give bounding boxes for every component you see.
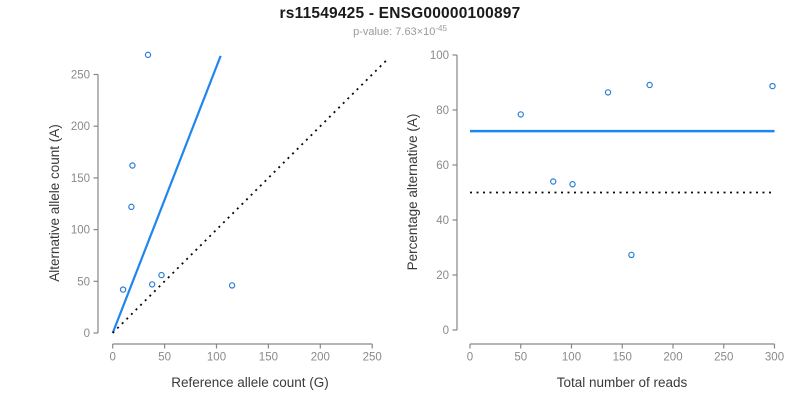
percentage-alternative-data-point <box>569 181 576 188</box>
allele-counts-data-point <box>144 51 152 59</box>
percentage-alternative-x-tick-label: 0 <box>467 352 473 364</box>
percentage-alternative-x-tick-label: 250 <box>714 352 733 364</box>
allele-counts-data-point <box>148 281 156 288</box>
allele-counts-data-point <box>119 286 127 293</box>
allele-counts-identity-line <box>112 57 390 334</box>
figure-subtitle: p-value: 7.63×10-45 <box>0 24 800 38</box>
pvalue-text: p-value: 7.63×10 <box>353 26 436 38</box>
pvalue-exponent: -45 <box>435 24 447 33</box>
allele-counts-x-tick-label: 150 <box>259 352 278 364</box>
percentage-alternative-data-point <box>628 251 635 259</box>
percentage-alternative-data-point <box>517 111 524 118</box>
allele-counts-y-tick-label: 250 <box>71 70 90 82</box>
percentage-alternative-data-point <box>769 82 776 90</box>
figure-title: rs11549425 - ENSG00000100897 <box>279 5 521 22</box>
percentage-alternative-y-tick-label: 100 <box>430 50 449 62</box>
allele-counts-data-point <box>129 162 136 169</box>
allele-counts-x-tick-label: 200 <box>311 352 330 364</box>
percentage-alternative-y-axis-title: Percentage alternative (A) <box>405 114 420 271</box>
allele-counts-y-tick-label: 50 <box>77 276 90 288</box>
allele-counts-x-tick-label: 250 <box>363 352 382 364</box>
percentage-alternative-x-axis-title: Total number of reads <box>557 375 688 390</box>
allele-counts-fit-line <box>111 55 222 334</box>
percentage-alternative-y-tick-label: 60 <box>436 160 449 172</box>
allele-counts-y-tick-label: 200 <box>71 121 90 133</box>
percentage-alternative-y-tick-label: 0 <box>443 325 449 337</box>
percentage-alternative-x-tick-label: 50 <box>514 352 527 364</box>
percentage-alternative-data-point <box>646 81 653 89</box>
allele-counts-x-axis-title: Reference allele count (G) <box>171 375 329 390</box>
allele-counts-y-tick-label: 0 <box>84 328 90 340</box>
allele-counts-x-tick-label: 0 <box>109 352 115 364</box>
percentage-alternative-y-tick-label: 80 <box>436 105 449 117</box>
allele-counts-data-point <box>158 271 165 279</box>
allele-counts-x-tick-label: 50 <box>158 352 171 364</box>
percentage-alternative-x-tick-label: 300 <box>765 352 784 364</box>
percentage-alternative-y-tick-label: 40 <box>436 215 449 227</box>
percentage-alternative-x-tick-label: 150 <box>613 352 632 364</box>
percentage-alternative-x-tick-label: 100 <box>562 352 581 364</box>
percentage-alternative-data-point <box>604 89 612 96</box>
allele-counts-data-point <box>128 203 135 211</box>
percentage-alternative-y-tick-label: 20 <box>436 270 449 282</box>
percentage-alternative-data-point <box>550 178 557 185</box>
allele-counts-x-tick-label: 100 <box>207 352 226 364</box>
allele-counts-y-axis-title: Alternative allele count (A) <box>47 124 62 282</box>
percentage-alternative-x-tick-label: 200 <box>663 352 682 364</box>
allele-counts-y-tick-label: 100 <box>71 225 90 237</box>
allele-counts-data-point <box>228 282 236 289</box>
allele-counts-y-tick-label: 150 <box>71 173 90 185</box>
